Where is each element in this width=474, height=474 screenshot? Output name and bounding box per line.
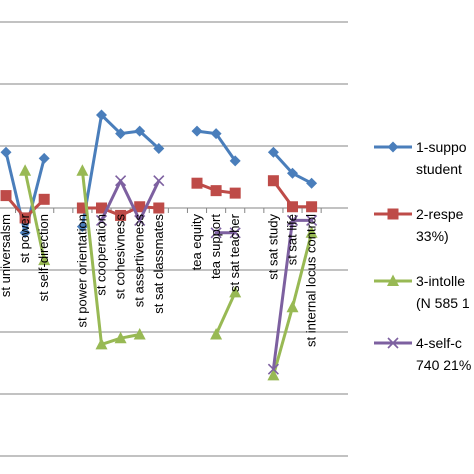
x-tick-label: st power orientation [74, 214, 89, 327]
data-point [305, 226, 318, 238]
x-tick-label: tea equity [189, 214, 204, 271]
series-line [23, 170, 46, 261]
data-point [191, 125, 203, 137]
data-point [38, 253, 51, 266]
data-point [76, 164, 89, 176]
data-point [306, 214, 318, 226]
data-point [387, 141, 399, 153]
data-point [38, 193, 50, 205]
legend-label: 33%) [416, 228, 449, 244]
data-point [229, 285, 242, 298]
x-tick-label: st assertiveness [132, 214, 147, 308]
data-point [287, 167, 298, 179]
legend-item-3: 3-intolle (N 585 1 [374, 273, 470, 311]
x-tick-label: st sat teacher [227, 213, 242, 292]
data-point [38, 152, 50, 164]
data-point [76, 202, 88, 214]
data-point [134, 125, 146, 137]
data-point [210, 128, 222, 140]
data-point [114, 331, 127, 344]
x-tick-label: st sat classmates [151, 214, 166, 314]
data-point [76, 221, 88, 233]
data-point [387, 274, 399, 286]
x-tick-label: st sat study [265, 214, 280, 280]
data-point [19, 164, 32, 176]
gridlines [0, 21, 348, 457]
data-point [267, 146, 279, 158]
data-point [387, 337, 399, 349]
series-line [80, 170, 140, 346]
legend-item-1: 1-suppo student [374, 139, 467, 177]
data-point [267, 368, 280, 381]
data-point [191, 177, 203, 189]
legend-label: 2-respe [416, 206, 464, 222]
data-point [286, 214, 299, 226]
x-tick-label: tea support [208, 214, 223, 279]
data-point [306, 177, 318, 189]
data-point [387, 208, 399, 220]
data-point [229, 227, 241, 239]
data-point [210, 327, 223, 340]
series-3 [19, 164, 318, 381]
data-point [19, 227, 31, 239]
data-point [115, 209, 127, 221]
data-point [267, 175, 279, 187]
legend-item-2: 2-respe 33%) [374, 206, 464, 244]
series-4 [95, 175, 318, 375]
series-2 [0, 175, 318, 224]
data-point [287, 201, 298, 213]
legend-label: 740 21% [416, 357, 471, 373]
x-tick-label: st cooperation [94, 214, 109, 296]
series-layer [0, 109, 318, 381]
data-point [133, 327, 146, 340]
data-point [153, 202, 165, 214]
data-point [115, 128, 127, 140]
series-line [214, 291, 237, 336]
data-point [153, 175, 165, 187]
legend: 1-suppo student 2-respe 33%) 3-intolle (N 585… [374, 139, 471, 373]
x-axis-labels: st universalsm st power st self-direction s… [0, 213, 319, 347]
data-point [306, 201, 318, 213]
data-point [134, 214, 146, 226]
legend-label: 1-suppo [416, 139, 467, 155]
x-tick-label: st cohesivness [113, 214, 128, 300]
data-point [134, 201, 146, 213]
data-point [0, 190, 12, 202]
data-point [96, 109, 107, 121]
data-point [96, 202, 107, 214]
x-tick-label: st power [17, 213, 32, 263]
data-point [210, 227, 222, 239]
data-point [286, 300, 299, 313]
data-point [229, 187, 241, 199]
legend-label: 4-self-c [416, 335, 462, 351]
legend-item-4: 4-self-c 740 21% [374, 335, 471, 373]
series-line [100, 179, 161, 222]
data-point [95, 214, 108, 226]
x-tick-label: st universalsm [0, 214, 13, 297]
data-point [267, 363, 279, 375]
data-point [95, 337, 108, 350]
x-tick-label: st internal locus control [304, 214, 319, 347]
data-point [0, 146, 12, 158]
legend-label: student [416, 161, 462, 177]
series-1 [0, 109, 318, 239]
data-point [19, 212, 31, 224]
data-point [210, 185, 222, 197]
data-point [229, 155, 241, 167]
x-tick-label: st self-direction [36, 214, 51, 301]
legend-label: 3-intolle [416, 273, 465, 289]
data-point [115, 175, 127, 187]
legend-label: (N 585 1 [416, 295, 470, 311]
x-tick-label: st sat life [285, 214, 300, 265]
data-point [153, 142, 165, 154]
